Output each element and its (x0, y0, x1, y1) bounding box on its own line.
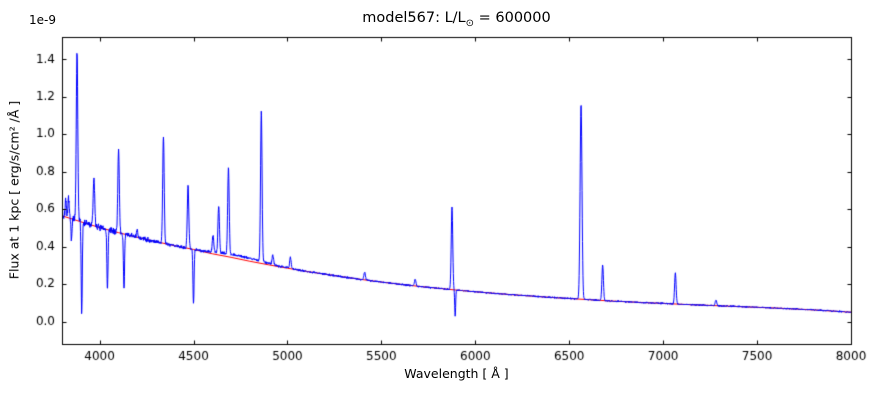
sun-symbol: ⊙ (465, 17, 475, 29)
x-axis-label: Wavelength [ Å ] (404, 366, 509, 381)
chart-title-suffix: = 600000 (474, 10, 551, 26)
chart-title-prefix: model567: L/L (362, 10, 466, 26)
y-axis-offset-text: 1e-9 (29, 13, 56, 27)
chart-title: model567: L/L⊙ = 600000 (62, 10, 851, 29)
y-axis-label: Flux at 1 kpc [ erg/s/cm² /Å ] (6, 100, 22, 280)
